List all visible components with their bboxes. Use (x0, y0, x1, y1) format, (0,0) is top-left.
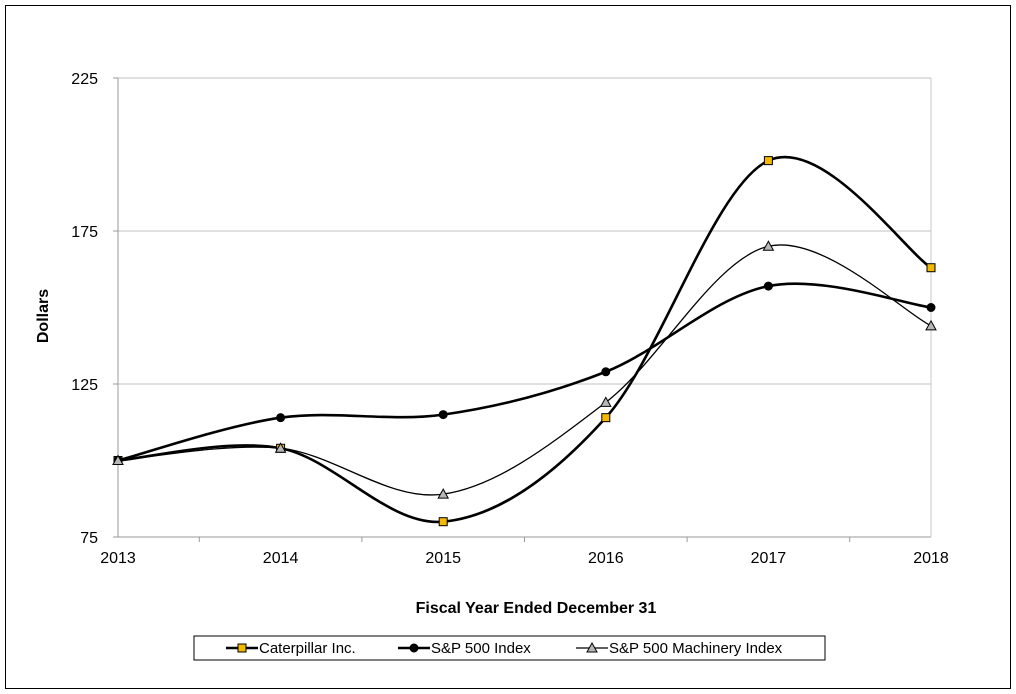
data-point-s-p-500-machinery-index (274, 442, 287, 453)
data-point-caterpillar-inc (601, 413, 611, 423)
legend-marker-s-p-500-machinery-index (586, 641, 598, 653)
legend-box (193, 635, 826, 661)
legend-label-s-p-500-machinery-index: S&P 500 Machinery Index (609, 640, 783, 657)
data-point-s-p-500-index (926, 303, 936, 312)
x-axis-title: Fiscal Year Ended December 31 (416, 600, 657, 617)
legend-marker-caterpillar-inc (237, 643, 247, 653)
data-point-caterpillar-inc (438, 517, 448, 527)
legend-label-s-p-500-index: S&P 500 Index (431, 640, 531, 657)
chart-frame (5, 5, 1011, 689)
y-tick-label: 225 (71, 71, 98, 88)
data-point-s-p-500-index (438, 410, 448, 420)
x-tick-label: 2013 (100, 550, 136, 567)
gridlines (118, 77, 931, 385)
axes (113, 77, 932, 542)
series-group (112, 156, 937, 527)
y-tick-label: 75 (80, 530, 98, 547)
data-point-s-p-500-machinery-index (437, 488, 450, 499)
data-point-s-p-500-machinery-index (599, 396, 612, 407)
legend-marker-s-p-500-index (409, 643, 419, 653)
series-line-s-p-500-index (117, 282, 932, 462)
x-tick-label: 2015 (425, 550, 461, 567)
data-point-s-p-500-machinery-index (925, 319, 937, 331)
y-axis-title: Dollars (35, 289, 52, 343)
legend-label-caterpillar-inc: Caterpillar Inc. (259, 640, 356, 657)
x-tick-labels: 2013 2014 2015 2016 2017 2018 (100, 550, 949, 567)
data-point-caterpillar-inc (763, 156, 773, 166)
data-point-s-p-500-index (601, 367, 611, 377)
series-line-caterpillar-inc (117, 156, 932, 524)
x-tick-label: 2016 (588, 550, 624, 567)
data-point-s-p-500-index (276, 413, 286, 423)
series-line-s-p-500-machinery-index (117, 244, 932, 496)
y-tick-labels: 75 125 175 225 (71, 71, 98, 547)
y-tick-label: 175 (71, 224, 98, 241)
x-tick-label: 2014 (263, 550, 299, 567)
x-tick-label: 2018 (913, 550, 949, 567)
data-point-s-p-500-machinery-index (762, 240, 775, 251)
data-point-s-p-500-index (763, 281, 773, 291)
y-tick-label: 125 (71, 377, 98, 394)
legend: Caterpillar Inc. S&P 500 Index S&P 500 Mac… (193, 635, 826, 661)
data-point-caterpillar-inc (926, 263, 936, 273)
data-point-s-p-500-machinery-index (112, 454, 124, 465)
x-tick-label: 2017 (751, 550, 787, 567)
